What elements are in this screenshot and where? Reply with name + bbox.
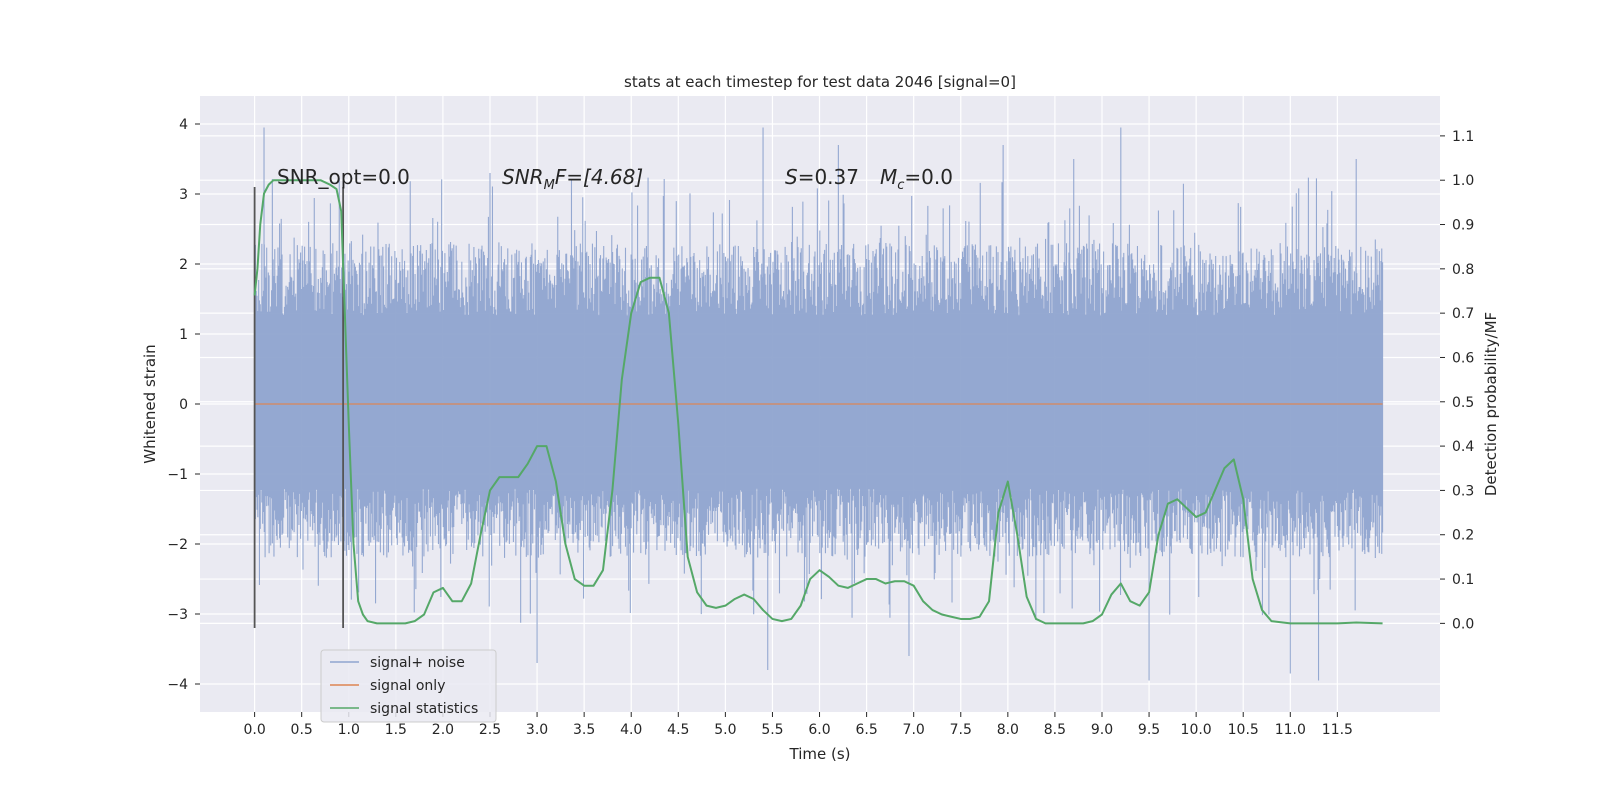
y-right-tick-label: 0.3 bbox=[1452, 483, 1474, 499]
x-tick-label: 9.0 bbox=[1091, 722, 1113, 738]
y-right-tick-label: 0.7 bbox=[1452, 306, 1474, 322]
snr-mf-f: F=[4.68] bbox=[555, 165, 643, 189]
x-tick-label: 10.0 bbox=[1181, 722, 1212, 738]
s-symbol: S bbox=[785, 165, 798, 189]
y-right-tick-label: 0.2 bbox=[1452, 528, 1474, 544]
x-tick-label: 11.0 bbox=[1275, 722, 1306, 738]
mc-subscript: c bbox=[897, 178, 904, 193]
chart-title: stats at each timestep for test data 204… bbox=[624, 73, 1016, 91]
x-tick-label: 3.0 bbox=[526, 722, 548, 738]
x-tick-label: 7.5 bbox=[950, 722, 972, 738]
snr-mf-subscript: M bbox=[544, 178, 555, 193]
legend-box bbox=[320, 649, 497, 723]
y-right-tick-label: 0.9 bbox=[1452, 218, 1474, 234]
x-tick-label: 4.5 bbox=[667, 722, 689, 738]
y-tick-label: 1 bbox=[179, 327, 188, 343]
y-right-tick-label: 0.6 bbox=[1452, 350, 1474, 366]
y-tick-label: −1 bbox=[167, 467, 188, 483]
y-right-tick-labels: 0.0 0.1 0.2 0.3 0.4 0.5 0.6 0.7 0.8 0.9 1.0 1.1 bbox=[1440, 129, 1474, 632]
x-tick-labels: 0.0 0.5 1.0 1.5 2.0 2.5 3.0 3.5 4.0 4.5 5.0 5.5 6.0 6… bbox=[243, 712, 1353, 738]
mc-value: =0.0 bbox=[904, 165, 953, 189]
y-tick-label: 2 bbox=[179, 257, 188, 273]
x-tick-label: 2.0 bbox=[432, 722, 454, 738]
annotation-snr-opt: SNR_opt=0.0 bbox=[277, 165, 410, 189]
y-tick-label: 0 bbox=[179, 397, 188, 413]
x-axis-label: Time (s) bbox=[789, 745, 851, 763]
x-tick-label: 4.0 bbox=[620, 722, 642, 738]
y-right-tick-label: 0.5 bbox=[1452, 395, 1474, 411]
y-right-tick-label: 1.1 bbox=[1452, 129, 1474, 145]
y-right-tick-label: 0.1 bbox=[1452, 572, 1474, 588]
x-tick-label: 7.0 bbox=[903, 722, 925, 738]
x-tick-label: 1.0 bbox=[338, 722, 360, 738]
x-tick-label: 5.0 bbox=[714, 722, 736, 738]
y-axis-label: Whitened strain bbox=[141, 344, 159, 463]
annotation-snr-mf: SNRMF=[4.68] bbox=[502, 165, 643, 193]
annotation-mc: Mc=0.0 bbox=[880, 165, 953, 193]
y-tick-label: −4 bbox=[167, 677, 188, 693]
legend: signal+ noise signal only signal statist… bbox=[320, 649, 497, 723]
y-tick-label: 4 bbox=[179, 117, 188, 133]
y-right-axis-label: Detection probability/MF bbox=[1482, 312, 1500, 496]
x-tick-label: 11.5 bbox=[1322, 722, 1353, 738]
signal-statistics-line bbox=[253, 179, 1383, 625]
x-tick-label: 0.5 bbox=[291, 722, 313, 738]
x-tick-label: 10.5 bbox=[1228, 722, 1259, 738]
x-tick-label: 0.0 bbox=[243, 722, 265, 738]
y-right-tick-label: 0.4 bbox=[1452, 439, 1474, 455]
y-right-tick-label: 1.0 bbox=[1452, 173, 1474, 189]
legend-label-signal-only: signal only bbox=[370, 678, 445, 694]
s-value: =0.37 bbox=[798, 165, 859, 189]
y-tick-label: 3 bbox=[179, 187, 188, 203]
y-tick-label: −2 bbox=[167, 537, 188, 553]
legend-label-signal-statistics: signal statistics bbox=[370, 701, 478, 717]
signal-statistics-series bbox=[253, 179, 1383, 625]
x-tick-label: 3.5 bbox=[573, 722, 595, 738]
x-tick-label: 8.5 bbox=[1044, 722, 1066, 738]
x-tick-label: 9.5 bbox=[1138, 722, 1160, 738]
x-tick-label: 1.5 bbox=[385, 722, 407, 738]
legend-label-signal-noise: signal+ noise bbox=[370, 655, 465, 671]
y-tick-labels: −4 −3 −2 −1 0 1 2 3 4 bbox=[167, 117, 200, 693]
y-right-tick-label: 0.0 bbox=[1452, 616, 1474, 632]
y-right-tick-label: 0.8 bbox=[1452, 262, 1474, 278]
annotation-s: S=0.37 bbox=[785, 165, 859, 189]
x-tick-label: 5.5 bbox=[761, 722, 783, 738]
x-tick-label: 2.5 bbox=[479, 722, 501, 738]
mc-symbol: M bbox=[880, 165, 897, 189]
x-tick-label: 6.0 bbox=[808, 722, 830, 738]
x-tick-label: 6.5 bbox=[855, 722, 877, 738]
snr-mf-symbol: SNR bbox=[502, 165, 544, 189]
y-tick-label: −3 bbox=[167, 607, 188, 623]
x-tick-label: 8.0 bbox=[997, 722, 1019, 738]
